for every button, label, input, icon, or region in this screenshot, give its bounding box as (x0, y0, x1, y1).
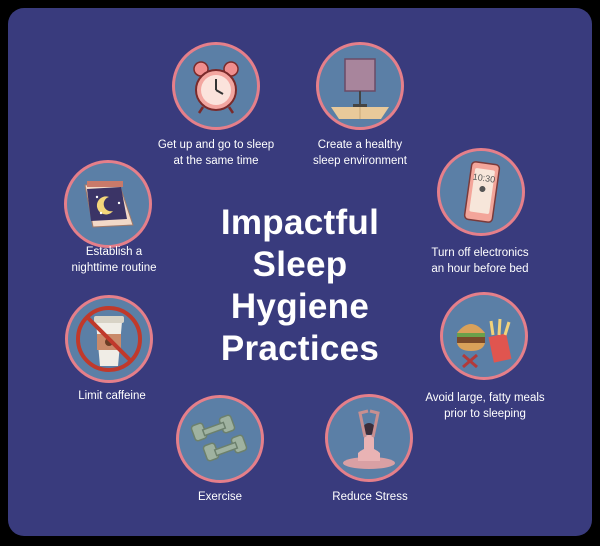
practice-label-meals: Avoid large, fatty meals prior to sleepi… (425, 392, 545, 420)
practice-label-environment: Create a healthy sleep environment (313, 139, 407, 167)
practice-label-exercise: Exercise (197, 491, 243, 503)
fast-food-icon (440, 292, 528, 380)
meditation-icon (325, 394, 413, 482)
title-line-2: Sleep (252, 245, 348, 284)
title-line-4: Practices (220, 329, 380, 368)
practice-label-electronics: Turn off electronics an hour before bed (431, 247, 529, 275)
practice-label-caffeine: Limit caffeine (78, 390, 146, 402)
title-line-3: Hygiene (230, 287, 370, 326)
practice-label-routine: Establish a nighttime routine (71, 246, 157, 274)
infographic-title: Impactful Sleep Hygiene Practices (190, 202, 410, 370)
alarm-clock-icon (172, 42, 260, 130)
practice-label-stress: Reduce Stress (332, 491, 408, 503)
smartphone-icon: 10:30 (437, 148, 525, 236)
title-line-1: Impactful (220, 203, 380, 242)
infographic-panel (8, 8, 592, 536)
bedroom-environment-icon (316, 42, 404, 130)
dumbbells-icon (176, 395, 264, 483)
svg-text:10:30: 10:30 (472, 172, 496, 185)
practice-label-wake-sleep: Get up and go to sleep at the same time (157, 139, 275, 167)
night-calendar-icon (64, 160, 152, 248)
no-coffee-icon (65, 295, 153, 383)
